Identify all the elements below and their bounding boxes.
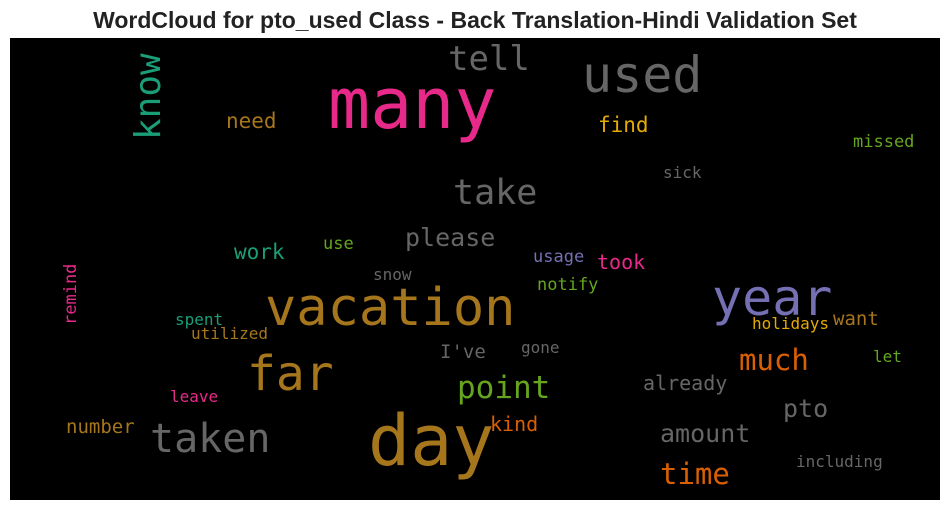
word: spent [175, 310, 223, 329]
word: day [368, 400, 494, 482]
word: year [712, 269, 832, 327]
title: WordCloud for pto_used Class - Back Tran… [93, 7, 857, 33]
word: snow [373, 265, 412, 284]
word: know [128, 53, 169, 140]
word: gone [521, 338, 560, 357]
word: usage [533, 247, 584, 267]
word: amount [660, 419, 750, 448]
word: already [643, 371, 727, 395]
word: sick [663, 163, 702, 182]
word: want [833, 308, 879, 330]
word: let [873, 347, 902, 366]
word: much [739, 343, 809, 377]
word: number [66, 416, 135, 438]
word: many [328, 63, 497, 145]
word: far [247, 346, 334, 402]
word: tell [448, 39, 530, 79]
cloud-background [10, 38, 940, 500]
word: work [234, 240, 285, 264]
word: take [453, 173, 537, 213]
word: leave [170, 387, 218, 406]
word: find [598, 113, 649, 137]
word: pto [783, 394, 828, 423]
word: point [457, 370, 550, 406]
word: notify [537, 275, 598, 295]
word: used [582, 46, 702, 104]
word: I've [440, 341, 486, 363]
word: missed [853, 132, 914, 152]
word: utilized [191, 324, 268, 343]
word: please [405, 223, 495, 252]
word: kind [490, 412, 538, 436]
word: use [323, 234, 354, 254]
word: time [660, 457, 730, 491]
word: taken [150, 416, 270, 462]
word: including [796, 452, 883, 471]
word: remind [61, 264, 81, 325]
word: need [226, 109, 277, 133]
word: took [597, 250, 645, 274]
word: vacation [265, 278, 515, 338]
word: holidays [752, 314, 829, 333]
